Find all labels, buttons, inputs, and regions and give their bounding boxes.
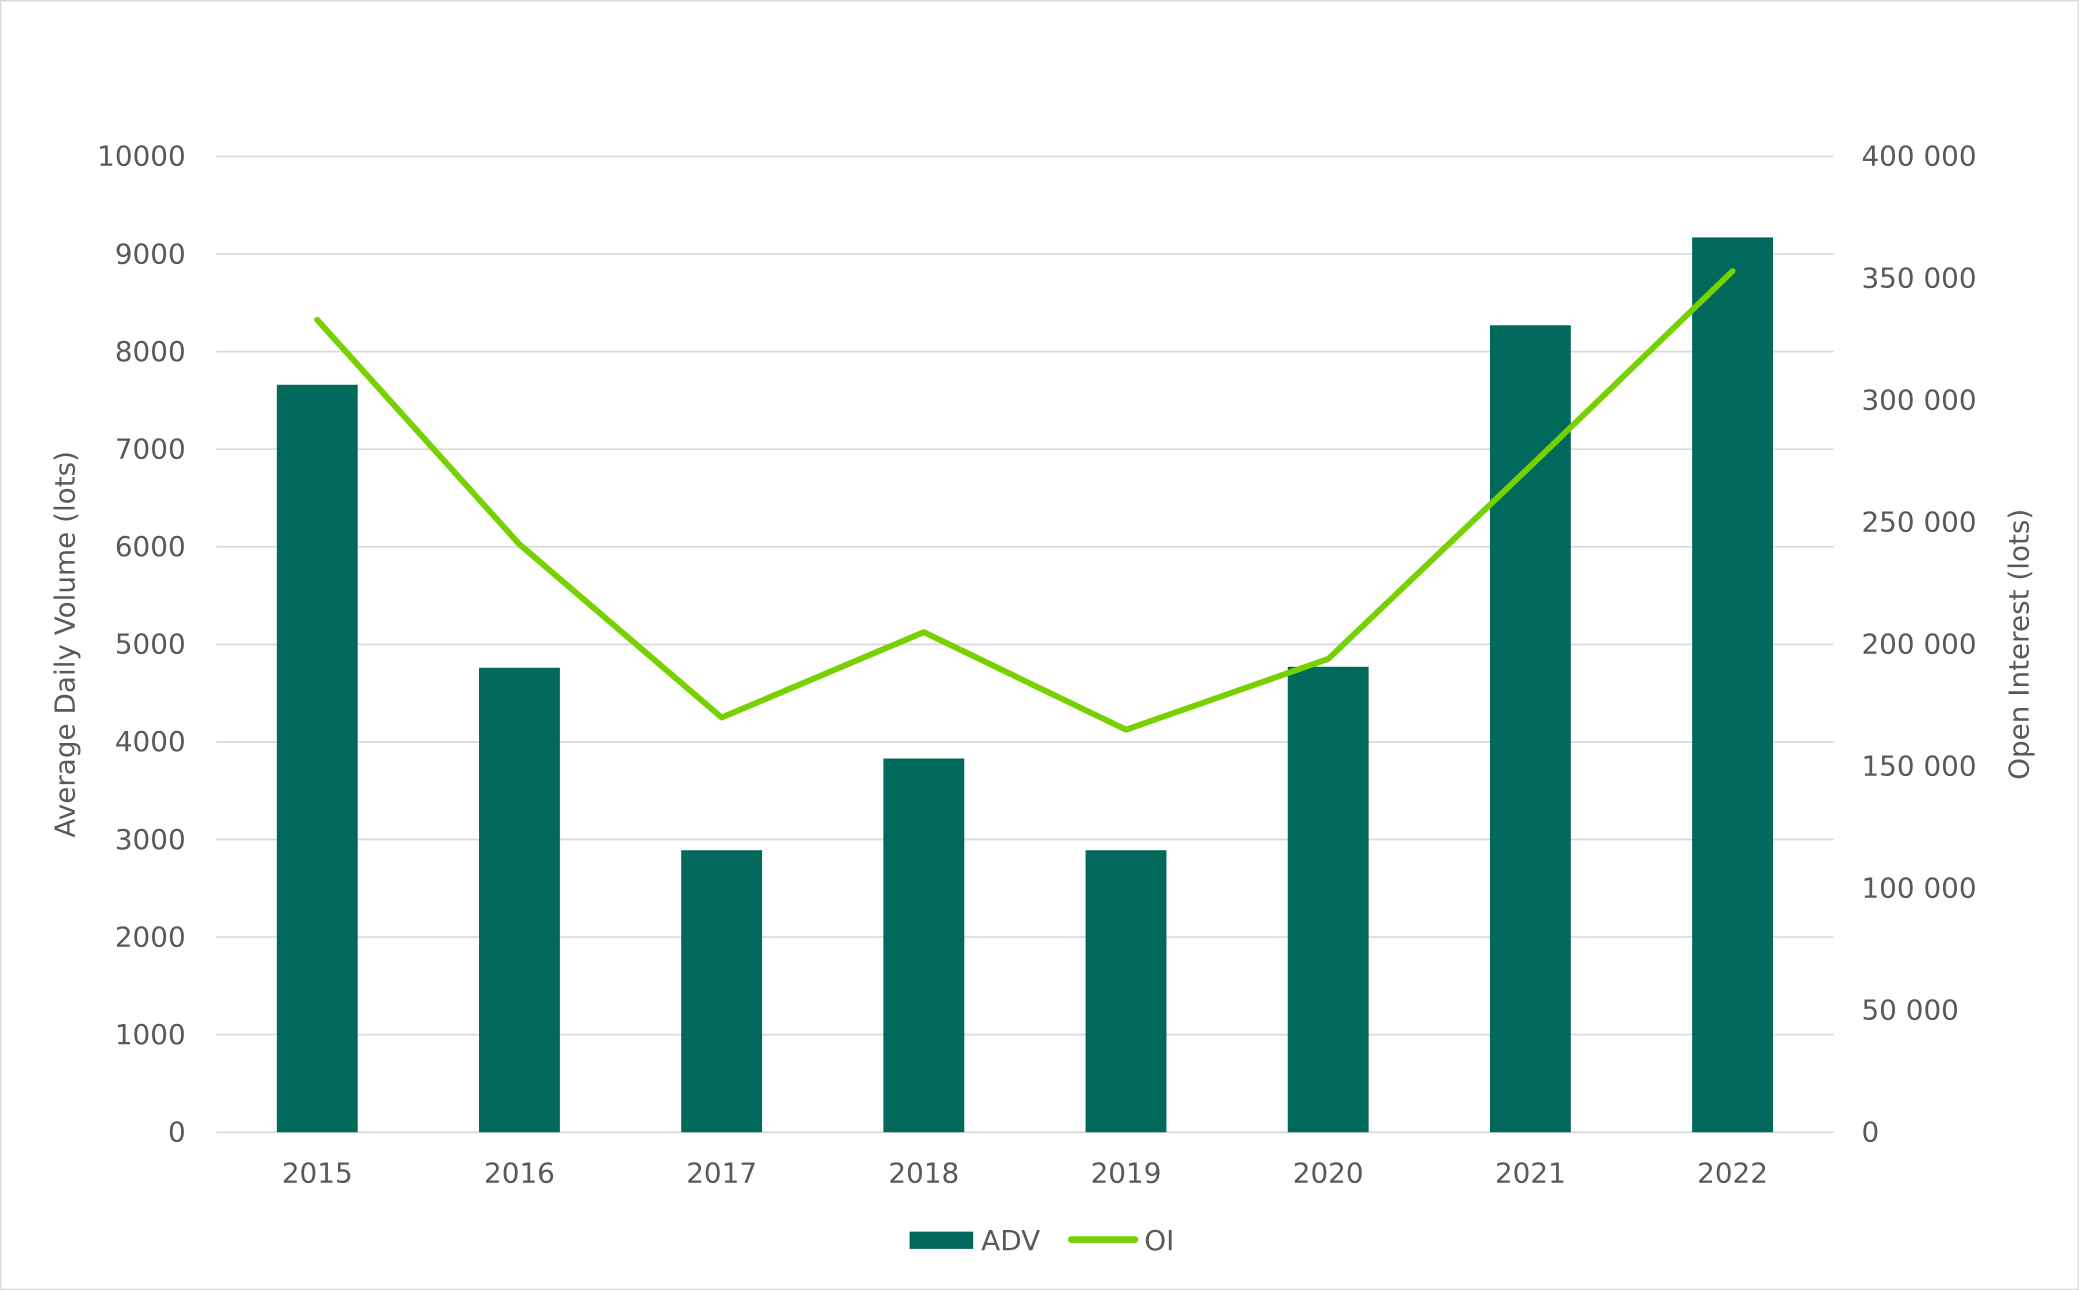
bar-adv-2018 <box>883 758 965 1133</box>
left-axis-tick-label: 8000 <box>115 335 186 368</box>
left-axis-tick-label: 2000 <box>115 920 186 953</box>
line-series-oi <box>314 268 1736 733</box>
left-axis-ticks: 0 1000 2000 3000 4000 5000 6000 7000 8000 9000 100… <box>97 140 186 1149</box>
x-axis-tick-label: 2018 <box>888 1157 959 1190</box>
right-axis-tick-label: 250 000 <box>1861 506 1976 539</box>
line-oi <box>314 268 1736 733</box>
right-axis-tick-label: 150 000 <box>1861 750 1976 783</box>
left-axis-tick-label: 0 <box>168 1116 186 1149</box>
bar-adv-2020 <box>1287 666 1369 1133</box>
x-axis-ticks: 2015 2016 2017 2018 2019 2020 2021 2022 <box>282 1157 1768 1190</box>
left-axis-tick-label: 9000 <box>115 237 186 270</box>
bar-adv-2019 <box>1085 850 1167 1133</box>
left-axis-tick-label: 7000 <box>115 432 186 465</box>
right-axis-tick-label: 350 000 <box>1861 262 1976 295</box>
x-axis-tick-label: 2017 <box>686 1157 757 1190</box>
left-axis-tick-label: 4000 <box>115 725 186 758</box>
bar-adv-2016 <box>479 667 560 1133</box>
bar-adv-2021 <box>1489 325 1571 1133</box>
x-axis-tick-label: 2019 <box>1091 1157 1162 1190</box>
bar-adv-2017 <box>681 850 763 1133</box>
right-axis-tick-label: 50 000 <box>1861 994 1958 1027</box>
right-axis-ticks: 0 50 000 100 000 150 000 200 000 250 000 300 0… <box>1861 140 1976 1149</box>
x-axis-tick-label: 2022 <box>1697 1157 1768 1190</box>
x-axis-tick-label: 2021 <box>1495 1157 1566 1190</box>
left-axis-tick-label: 5000 <box>115 628 186 661</box>
bar-adv-2015 <box>276 384 358 1133</box>
x-axis-tick-label: 2016 <box>484 1157 555 1190</box>
right-axis-tick-label: 400 000 <box>1861 140 1976 173</box>
bar-series-adv <box>276 237 1773 1133</box>
right-axis-tick-label: 200 000 <box>1861 628 1976 661</box>
bar-adv-2022 <box>1692 237 1773 1133</box>
x-axis-tick-label: 2015 <box>282 1157 353 1190</box>
left-axis-tick-label: 6000 <box>115 530 186 563</box>
legend-label-adv: ADV <box>981 1224 1040 1257</box>
right-axis-tick-label: 0 <box>1861 1116 1879 1149</box>
legend-swatch-adv <box>909 1231 974 1249</box>
x-axis-tick-label: 2020 <box>1293 1157 1364 1190</box>
left-axis-tick-label: 3000 <box>115 823 186 856</box>
left-axis-title: Average Daily Volume (lots) <box>48 451 81 838</box>
left-axis-tick-label: 10000 <box>97 140 186 173</box>
right-axis-tick-label: 100 000 <box>1861 872 1976 905</box>
right-axis-title: Open Interest (lots) <box>2003 509 2036 780</box>
legend-label-oi: OI <box>1144 1224 1174 1257</box>
right-axis-tick-label: 300 000 <box>1861 384 1976 417</box>
legend: ADV OI <box>909 1224 1174 1257</box>
left-axis-tick-label: 1000 <box>115 1018 186 1051</box>
